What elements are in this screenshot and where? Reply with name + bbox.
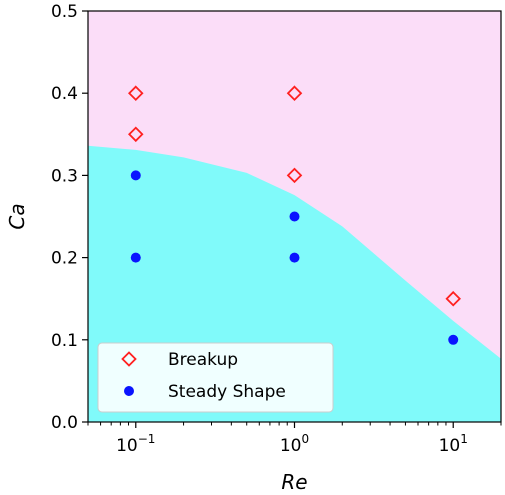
y-tick-label: 0.2 bbox=[51, 249, 78, 269]
y-tick-label: 0.0 bbox=[51, 413, 78, 433]
y-tick-label: 0.1 bbox=[51, 331, 78, 351]
steady-point bbox=[448, 334, 459, 345]
legend: Breakup Steady Shape bbox=[97, 342, 334, 413]
steady-point bbox=[130, 252, 141, 263]
y-axis-label: Ca bbox=[5, 203, 29, 229]
axes: 0.0 0.1 0.2 0.3 0.4 0.5 10−1 100 101 Re Ca bbox=[5, 2, 502, 494]
breakup-point bbox=[445, 290, 461, 307]
legend-marker-steady bbox=[124, 386, 134, 396]
x-tick-label: 10−1 bbox=[116, 432, 155, 456]
breakup-point bbox=[286, 167, 303, 184]
y-tick-label: 0.3 bbox=[51, 166, 78, 186]
legend-marker-breakup bbox=[121, 351, 137, 367]
steady-point bbox=[289, 252, 300, 263]
breakup-point bbox=[128, 85, 144, 101]
x-axis-label: Re bbox=[281, 470, 307, 494]
breakup-point bbox=[286, 85, 303, 101]
legend-label: Breakup bbox=[168, 350, 238, 370]
steady-point bbox=[289, 211, 300, 222]
steady-point bbox=[130, 170, 141, 181]
y-tick-label: 0.5 bbox=[51, 2, 78, 22]
data-points bbox=[128, 85, 461, 345]
x-tick-label: 101 bbox=[439, 432, 468, 456]
legend-label: Steady Shape bbox=[168, 382, 286, 402]
y-tick-label: 0.4 bbox=[51, 84, 78, 104]
legend-box bbox=[97, 342, 334, 413]
breakup-point bbox=[128, 126, 144, 143]
x-tick-label: 100 bbox=[280, 432, 309, 456]
